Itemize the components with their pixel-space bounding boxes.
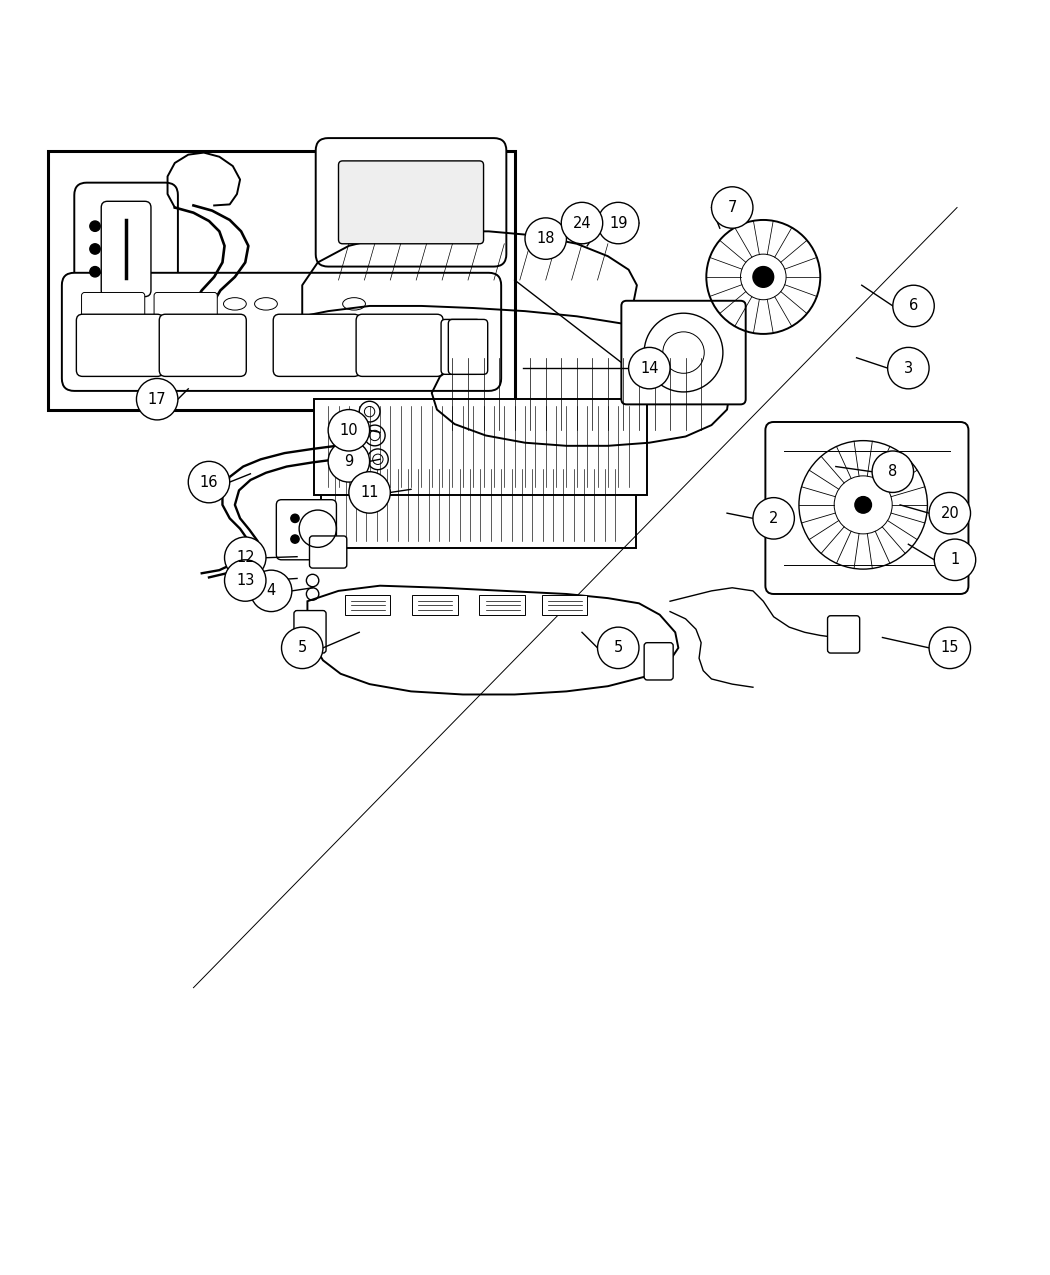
- Circle shape: [934, 539, 975, 580]
- Circle shape: [753, 497, 795, 539]
- FancyBboxPatch shape: [310, 536, 347, 569]
- Circle shape: [753, 266, 774, 287]
- Text: 4: 4: [267, 584, 276, 598]
- Text: 5: 5: [297, 640, 307, 655]
- Circle shape: [329, 409, 370, 451]
- Circle shape: [525, 218, 566, 259]
- Circle shape: [929, 492, 970, 534]
- FancyBboxPatch shape: [101, 201, 151, 297]
- FancyBboxPatch shape: [448, 320, 487, 375]
- FancyBboxPatch shape: [160, 314, 247, 376]
- Text: 11: 11: [360, 484, 379, 500]
- FancyBboxPatch shape: [765, 422, 968, 594]
- FancyBboxPatch shape: [356, 314, 443, 376]
- Text: 3: 3: [904, 361, 912, 376]
- Text: 2: 2: [769, 511, 778, 525]
- FancyBboxPatch shape: [316, 138, 506, 266]
- Text: 5: 5: [613, 640, 623, 655]
- Circle shape: [188, 462, 230, 502]
- Circle shape: [873, 451, 914, 492]
- Text: 8: 8: [888, 464, 898, 479]
- FancyBboxPatch shape: [82, 292, 145, 320]
- FancyBboxPatch shape: [412, 595, 458, 615]
- Text: 14: 14: [640, 361, 658, 376]
- Text: 16: 16: [200, 474, 218, 490]
- Circle shape: [136, 379, 177, 419]
- Circle shape: [887, 347, 929, 389]
- FancyBboxPatch shape: [338, 161, 484, 244]
- FancyBboxPatch shape: [827, 616, 860, 653]
- FancyBboxPatch shape: [644, 643, 673, 680]
- Circle shape: [90, 266, 100, 277]
- FancyBboxPatch shape: [441, 320, 481, 375]
- Circle shape: [892, 286, 934, 326]
- Bar: [48, 150, 514, 409]
- FancyBboxPatch shape: [276, 500, 336, 560]
- Circle shape: [855, 496, 872, 513]
- Circle shape: [90, 221, 100, 231]
- Circle shape: [329, 441, 370, 482]
- Text: 17: 17: [148, 391, 167, 407]
- Text: 15: 15: [941, 640, 959, 655]
- FancyBboxPatch shape: [321, 462, 636, 548]
- FancyBboxPatch shape: [154, 292, 217, 320]
- Circle shape: [225, 537, 266, 579]
- Text: 12: 12: [236, 551, 254, 565]
- FancyBboxPatch shape: [622, 301, 746, 404]
- Circle shape: [251, 570, 292, 612]
- Circle shape: [349, 472, 391, 513]
- Text: 13: 13: [236, 572, 254, 588]
- FancyBboxPatch shape: [75, 182, 177, 315]
- FancyBboxPatch shape: [542, 595, 587, 615]
- Text: 24: 24: [572, 215, 591, 231]
- Text: 20: 20: [941, 506, 960, 520]
- Circle shape: [281, 627, 323, 668]
- FancyBboxPatch shape: [344, 595, 391, 615]
- Text: 19: 19: [609, 215, 628, 231]
- Text: 10: 10: [339, 423, 358, 437]
- Text: 9: 9: [344, 454, 354, 469]
- Text: 7: 7: [728, 200, 737, 215]
- Circle shape: [291, 514, 299, 523]
- FancyBboxPatch shape: [314, 399, 647, 495]
- Circle shape: [225, 560, 266, 602]
- FancyBboxPatch shape: [273, 314, 360, 376]
- Circle shape: [90, 244, 100, 254]
- Circle shape: [562, 203, 603, 244]
- Text: 18: 18: [537, 231, 555, 246]
- FancyBboxPatch shape: [77, 314, 164, 376]
- FancyBboxPatch shape: [480, 595, 525, 615]
- Circle shape: [597, 627, 639, 668]
- FancyBboxPatch shape: [62, 273, 501, 391]
- Circle shape: [929, 627, 970, 668]
- Text: 1: 1: [950, 552, 960, 567]
- Circle shape: [712, 187, 753, 228]
- Circle shape: [291, 536, 299, 543]
- Circle shape: [597, 203, 639, 244]
- FancyBboxPatch shape: [294, 611, 327, 653]
- Circle shape: [629, 347, 670, 389]
- Text: 6: 6: [909, 298, 918, 314]
